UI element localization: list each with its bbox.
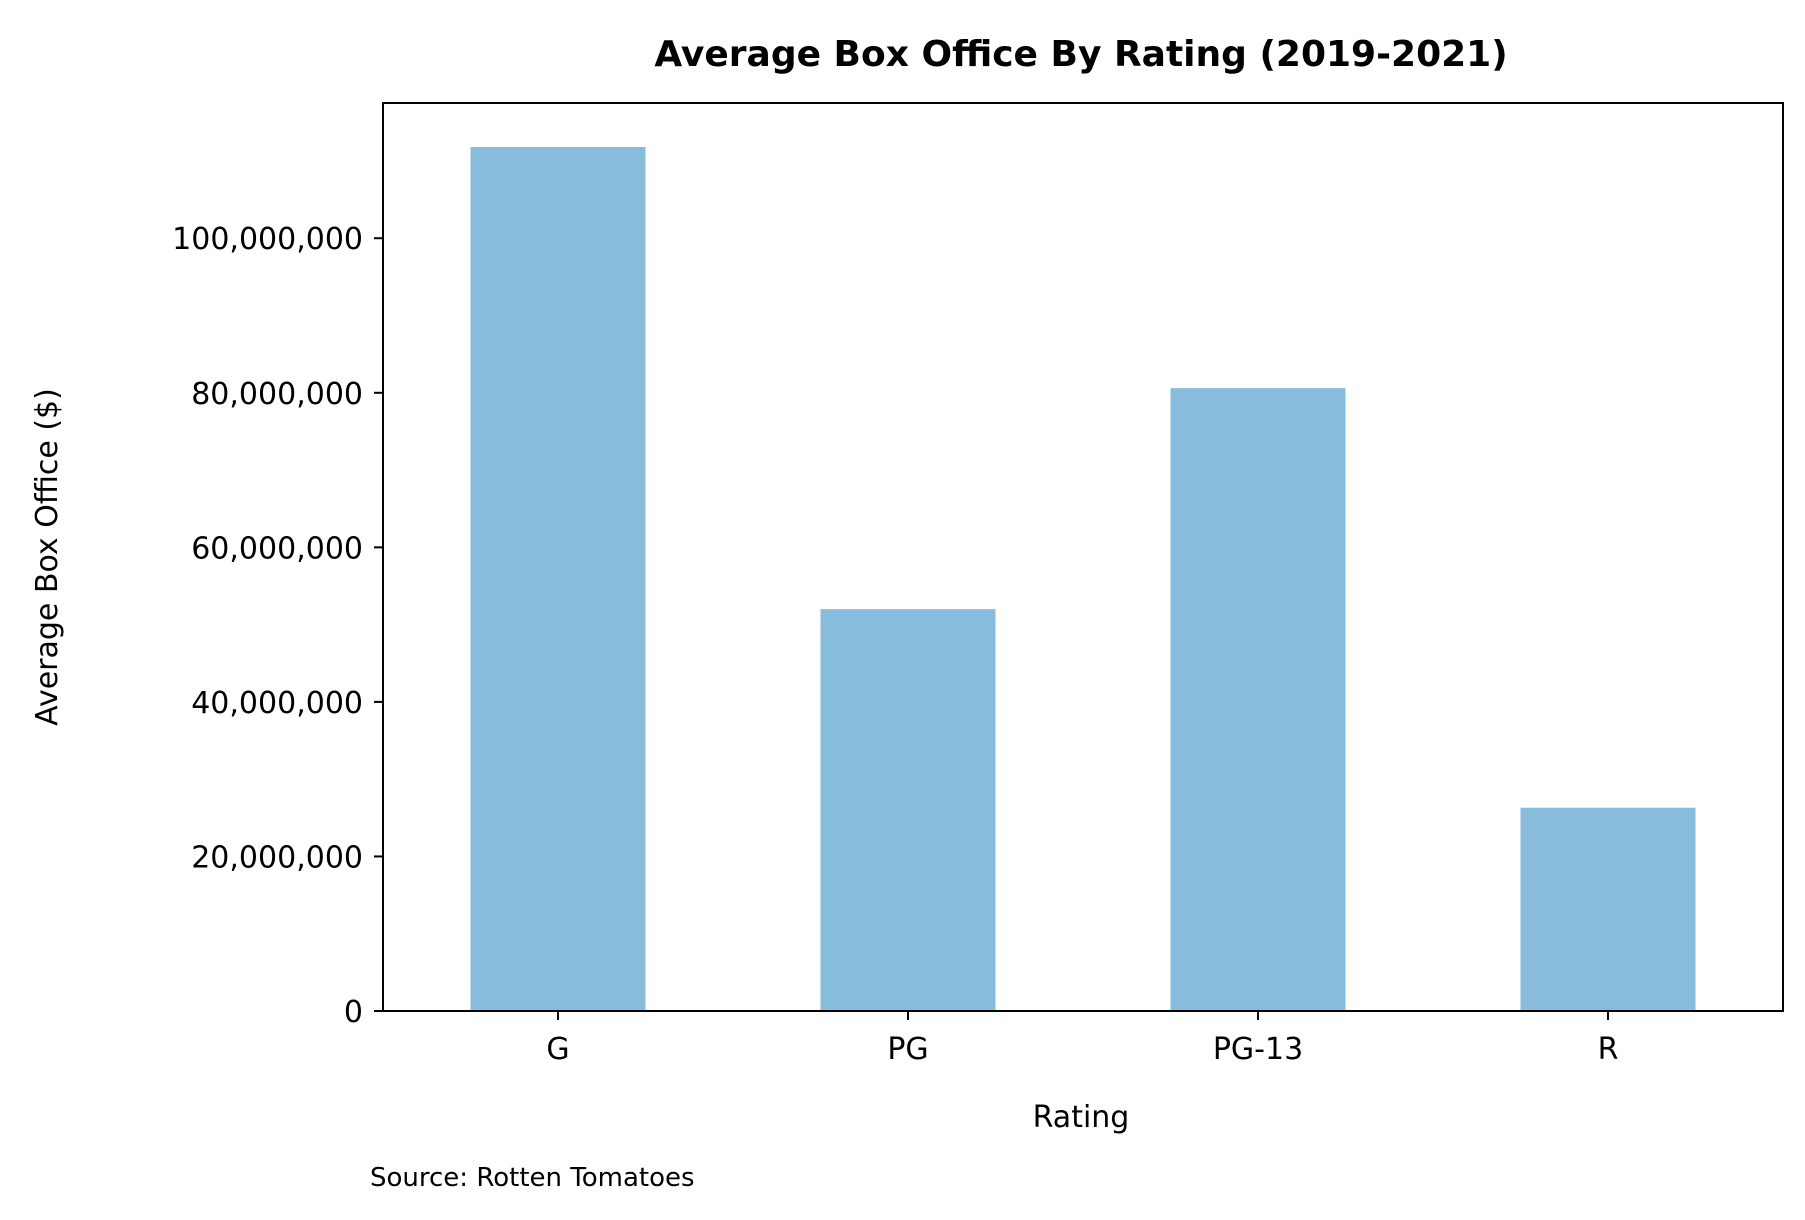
bar-pg — [820, 609, 996, 1011]
x-axis-label: Rating — [1033, 1100, 1130, 1135]
x-tick-label: R — [1598, 1032, 1619, 1067]
x-tick-label: PG — [887, 1032, 928, 1067]
bars-group — [470, 147, 1696, 1011]
y-tick-label: 100,000,000 — [172, 222, 363, 257]
y-tick-label: 20,000,000 — [191, 840, 363, 875]
bar-g — [470, 147, 646, 1011]
x-axis-ticks: G PG PG-13 R — [546, 1011, 1618, 1067]
plot-frame — [382, 102, 1784, 1012]
bar-pg-13 — [1170, 388, 1346, 1011]
x-tick-label: PG-13 — [1213, 1032, 1303, 1067]
y-tick-label: 40,000,000 — [191, 686, 363, 721]
y-tick-label: 60,000,000 — [191, 531, 363, 566]
chart-title: Average Box Office By Rating (2019-2021) — [654, 34, 1507, 75]
x-tick-label: G — [546, 1032, 569, 1067]
y-axis-label: Average Box Office ($) — [30, 388, 65, 726]
y-tick-label: 0 — [344, 995, 363, 1030]
y-axis-ticks: 0 20,000,000 40,000,000 60,000,000 80,000,00… — [172, 222, 383, 1030]
bar-r — [1520, 807, 1696, 1011]
source-note: Source: Rotten Tomatoes — [370, 1163, 695, 1193]
y-tick-label: 80,000,000 — [191, 377, 363, 412]
